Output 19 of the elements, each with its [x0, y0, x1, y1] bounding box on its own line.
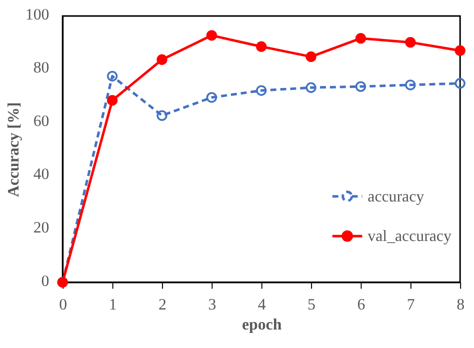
x-tick-label: 5 — [308, 296, 316, 314]
x-tick-label: 0 — [59, 296, 68, 314]
x-tick-label: 2 — [158, 296, 167, 314]
y-tick-label: 80 — [33, 60, 50, 77]
x-tick-label: 8 — [456, 296, 465, 314]
y-tick-label: 20 — [33, 220, 50, 236]
x-tick-label: 3 — [208, 296, 216, 314]
x-axis-title: epoch — [242, 316, 282, 334]
y-axis-title: Accuracy [%] — [5, 102, 22, 198]
y-tick-label: 60 — [33, 112, 50, 130]
legend-label: val_accuracy — [368, 228, 452, 246]
x-tick-label: 7 — [406, 296, 415, 314]
y-tick-label: 0 — [41, 272, 50, 290]
legend-label: accuracy — [368, 188, 424, 206]
y-tick-label: 100 — [25, 6, 50, 24]
x-tick-label: 1 — [108, 296, 117, 314]
x-tick-label: 4 — [258, 296, 266, 314]
x-tick-label: 6 — [357, 296, 366, 314]
y-tick-label: 40 — [33, 166, 50, 184]
